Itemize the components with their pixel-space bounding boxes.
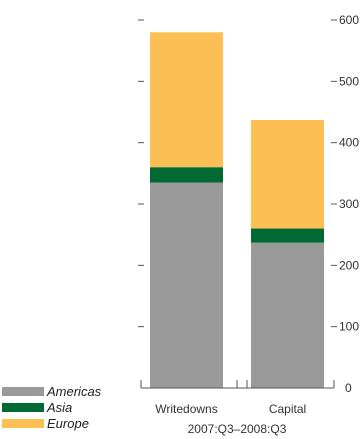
bar-capital-europe	[251, 119, 324, 229]
legend-label-americas: Americas	[46, 384, 102, 399]
y-tick-label-zero: 0	[345, 381, 352, 395]
legend-swatch-americas	[2, 387, 44, 396]
bar-writedowns-americas	[150, 182, 223, 388]
y-tick-label: 500	[339, 74, 359, 88]
legend-label-europe: Europe	[47, 416, 89, 431]
y-tick-label: 400	[339, 136, 359, 150]
bar-capital-asia	[251, 228, 324, 243]
axes-group	[140, 380, 335, 389]
y-tick-label: 200	[339, 258, 359, 272]
legend-swatch-europe	[2, 419, 44, 428]
legend-swatch-asia	[2, 403, 44, 412]
y-tick-labels-group: 100 200 300 400 500 600 0	[339, 13, 359, 395]
y-tick-label: 100	[339, 320, 359, 334]
category-label: Capital	[269, 402, 306, 416]
category-labels-group: Writedowns Capital	[155, 402, 306, 416]
bar-writedowns-europe	[150, 32, 223, 168]
x-group-label: 2007:Q3–2008:Q3	[188, 422, 287, 436]
bar-writedowns-asia	[150, 167, 223, 183]
legend-label-asia: Asia	[46, 400, 72, 415]
y-tick-label: 600	[339, 13, 359, 27]
bars-group	[150, 32, 324, 388]
y-tick-label: 300	[339, 197, 359, 211]
bar-capital-americas	[251, 242, 324, 388]
category-label: Writedowns	[155, 402, 217, 416]
y-ticks-group	[138, 19, 337, 328]
